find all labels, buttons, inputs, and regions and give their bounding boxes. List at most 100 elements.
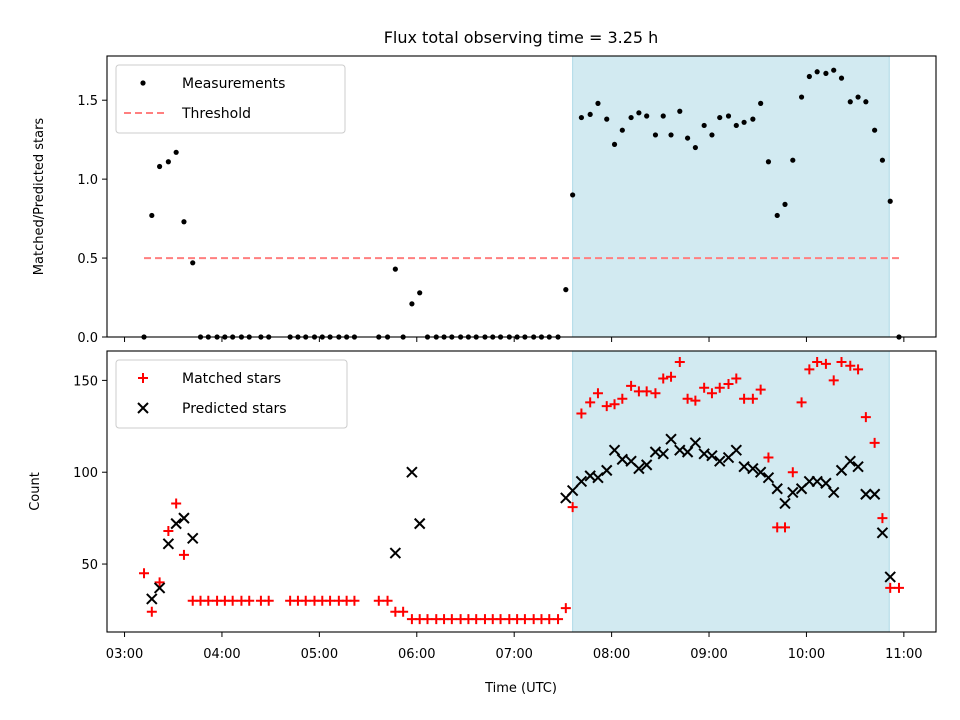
data-point [806,73,812,80]
data-point [701,122,707,129]
x-tick-label: 03:00 [106,647,143,662]
data-point [845,360,856,371]
data-point [398,606,409,617]
data-point [684,135,691,141]
data-point [689,437,702,449]
data-point [690,395,701,406]
data-point [633,462,645,475]
y-tick-label: 150 [73,374,98,389]
data-point [838,75,845,81]
data-point [165,159,171,165]
data-point [592,472,604,484]
data-point [731,373,742,384]
y-tick-label: 1.0 [77,173,98,188]
count-panel: 50 100 150 03:00 04:00 05:00 06:00 07:00 08:00 09… [28,350,937,662]
legend-box [115,359,348,429]
highlight-span [572,350,890,633]
data-point [692,144,698,151]
x-tick-label: 10:00 [788,647,825,662]
data-point [798,94,805,100]
data-point [750,116,756,122]
data-point [227,595,238,606]
y-axis-label: Matched/Predicted stars [32,118,47,276]
data-point [658,373,669,384]
data-point [560,603,571,614]
data-point [604,116,610,122]
data-point [681,446,694,458]
data-point [717,114,723,121]
data-point [203,595,214,606]
data-point [660,113,666,119]
legend-marker [138,373,148,383]
data-point [587,111,593,118]
data-point [747,393,758,404]
data-point [181,219,187,225]
data-point [325,595,336,606]
data-point [828,486,840,499]
data-point [382,595,393,606]
data-point [823,70,829,76]
y-tick-label: 50 [81,558,98,573]
legend: Measurements Threshold [115,64,346,134]
data-point [723,379,734,390]
data-point [409,301,415,307]
data-point [173,149,179,155]
data-point [885,582,896,593]
data-point [650,388,661,399]
data-point [814,69,820,75]
x-tick-label: 05:00 [301,647,338,662]
data-point [563,287,569,293]
data-point [619,127,625,133]
data-point [640,459,653,471]
legend-label: Matched stars [182,371,281,387]
data-point [263,595,274,606]
y-tick-label: 100 [73,466,98,481]
data-point [714,382,725,393]
data-point [755,384,766,395]
data-point [872,127,878,133]
data-point [657,448,669,460]
data-point [747,462,759,475]
legend-label: Predicted stars [182,401,287,417]
data-point [154,577,165,588]
data-point [300,595,311,606]
data-point [879,157,886,163]
y-tick-label: 0.5 [77,252,98,267]
data-point [626,380,637,391]
data-point [190,260,196,266]
data-point [611,141,618,148]
data-point [392,266,398,272]
y-axis-label: Count [28,472,43,511]
data-point [544,614,555,625]
data-point [628,114,634,121]
legend-marker [140,80,146,86]
data-point [725,113,732,119]
data-point [446,614,457,625]
data-point [578,114,585,121]
data-point [406,466,418,478]
data-point [553,614,564,625]
data-point [782,201,788,207]
data-point [601,464,613,477]
x-tick-label: 08:00 [593,647,630,662]
data-point [682,393,693,404]
data-point [847,99,853,105]
data-point [617,393,628,404]
x-tick-label: 04:00 [203,647,240,662]
data-point [644,113,650,119]
data-point [162,538,175,550]
data-point [609,399,620,410]
x-axis-label: Time (UTC) [484,681,557,696]
x-tick-label: 09:00 [690,647,727,662]
legend-marker [137,402,149,414]
data-point [771,483,783,495]
x-tick-label: 11:00 [885,647,922,662]
data-point [139,568,150,579]
data-point [765,159,772,165]
plot-frame [106,350,937,633]
legend-label: Measurements [182,76,285,92]
data-point [592,388,603,399]
data-point [413,517,426,530]
x-tick-label: 06:00 [398,647,435,662]
